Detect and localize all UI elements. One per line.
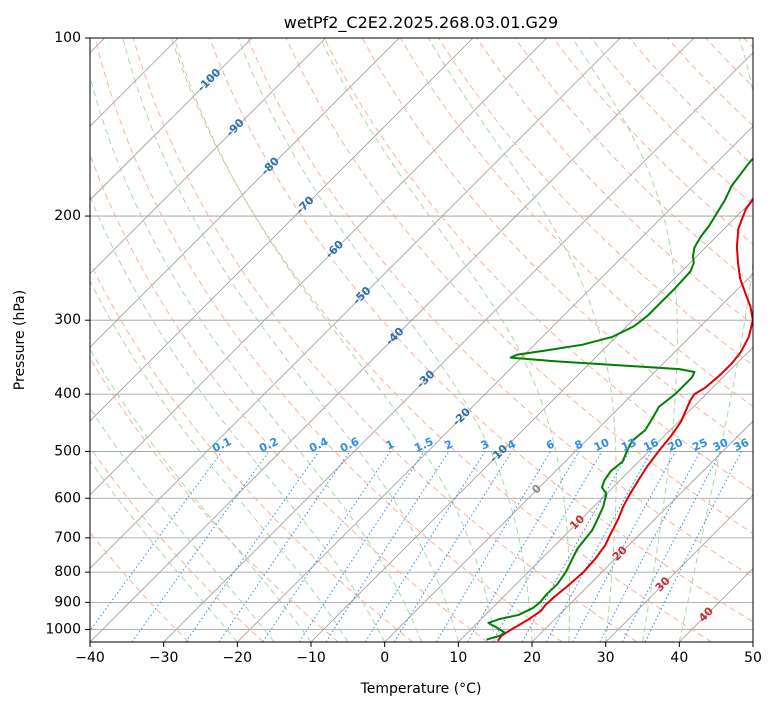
moist-adiabat [427,38,617,642]
isotherm-line [384,273,753,642]
isotherm-line [237,125,753,642]
dry-adiabat [170,38,712,642]
x-tick-label: −40 [75,650,105,666]
dry-adiabat [247,38,753,578]
mixing-ratio-label: 10 [592,436,612,454]
mixing-ratio-line [545,451,652,642]
dry-adiabat [323,38,753,492]
chart-title: wetPf2_C2E2.2025.268.03.01.G29 [284,13,558,33]
dry-adiabat [285,38,753,535]
sounding-traces [486,157,753,642]
mixing-ratio-label: 16 [641,436,661,454]
moist-adiabat [90,74,422,642]
mixing-ratio-line [325,451,450,642]
mixing-ratio-line [572,451,676,642]
y-tick-label: 400 [54,386,81,402]
x-tick-label: 40 [670,650,688,666]
mixing-ratio-label: 25 [690,436,709,454]
isotherm-line [605,494,753,642]
axis-ticks: −40 −30 −20 −10 0 10 20 30 40 50 100 200 300 400 500 60… [45,30,762,666]
moist-adiabat [237,38,533,642]
x-tick-label: 50 [744,650,762,666]
dry-adiabat [94,38,563,642]
mixing-ratio-label: 36 [732,436,752,454]
mixing-ratio-label: 20 [666,436,686,454]
moist-adiabat [678,38,753,642]
x-tick-label: 10 [449,650,467,666]
mixing-ratio-line [262,451,391,642]
isotherm-line [90,38,621,569]
y-tick-label: 200 [54,208,81,224]
moist-adiabat [90,459,238,642]
dry-adiabat [514,38,753,285]
isotherm-line [90,38,326,275]
background-lines [90,38,753,642]
moist-adiabat [90,407,275,642]
moist-adiabat [571,38,678,642]
mixing-ratio-label: 13 [619,436,638,454]
mixing-ratio-line [218,451,351,642]
mixing-ratio-line [521,451,630,642]
x-tick-label: −20 [223,650,253,666]
y-tick-label: 300 [54,312,81,328]
y-tick-label: 800 [54,564,81,580]
y-tick-label: 500 [54,443,81,459]
dewpoint-line [486,157,753,641]
mixing-ratio-label: 30 [711,436,731,454]
mixing-ratio-line [644,451,742,642]
moist-adiabat [90,194,386,642]
x-tick-label: 30 [597,650,615,666]
mixing-ratio-line [90,451,223,632]
moist-adiabat [122,38,459,642]
x-tick-label: 0 [380,650,389,666]
y-tick-label: 700 [54,530,81,546]
isotherm-line [458,346,753,642]
isotherm-line [90,38,474,422]
dry-adiabat [476,38,753,326]
x-tick-label: −10 [296,650,326,666]
plot-frame [89,37,754,643]
y-tick-label: 100 [54,30,81,46]
moist-adiabat [90,348,312,642]
dry-adiabat [90,357,339,642]
dry-adiabat [209,38,753,623]
mixing-ratio-line [298,451,425,642]
isotherm-line [90,38,253,201]
y-axis-label: Pressure (hPa) [12,290,28,390]
dry-adiabat [90,261,414,642]
y-tick-label: 1000 [45,621,81,637]
dry-adiabat [132,38,638,642]
isotherm-line [90,38,547,496]
isotherm-line [90,38,400,348]
y-tick-label: 600 [54,490,81,506]
x-tick-label: 20 [523,650,541,666]
mixing-ratio-line [393,451,513,642]
temperature-line [497,196,753,642]
moist-adiabat [173,38,496,642]
moist-adiabat [319,38,571,642]
isotherm-line [531,420,753,642]
y-tick-label: 900 [54,594,81,610]
x-axis-label: Temperature (°C) [360,681,482,697]
x-tick-label: −30 [149,650,179,666]
mixing-ratio-line [185,451,320,642]
mixing-ratio-line [621,451,722,642]
mixing-ratio-line [131,451,270,642]
isotherm-line [163,52,753,642]
dry-adiabat [90,446,264,642]
